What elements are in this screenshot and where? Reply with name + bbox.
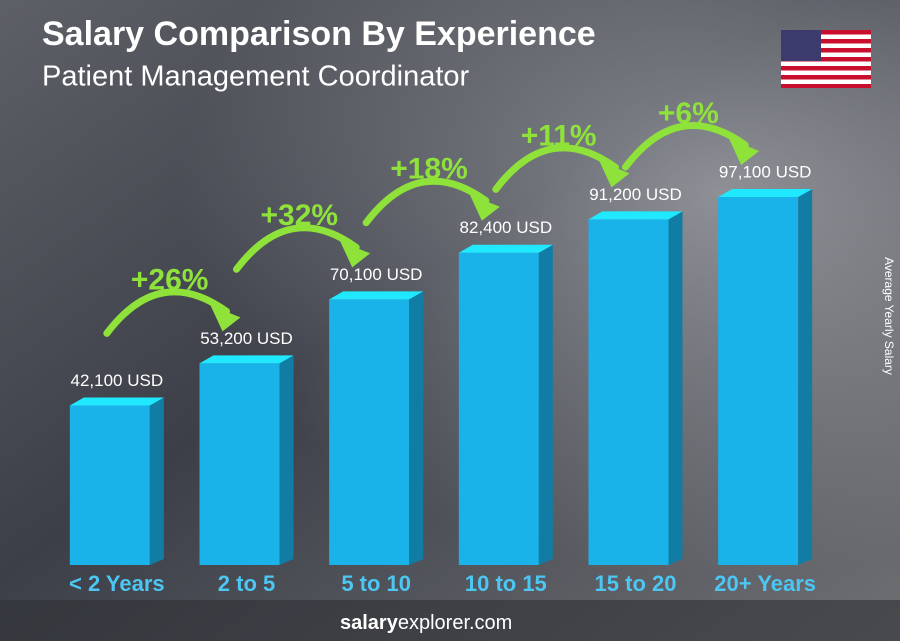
- flag: [781, 30, 871, 88]
- bar-front: [329, 299, 410, 565]
- change-arrow: [622, 122, 749, 171]
- bar-front: [718, 197, 799, 565]
- bar: [718, 189, 813, 565]
- bar-top: [69, 397, 164, 406]
- change-arrowhead: [599, 161, 630, 188]
- change-arrowhead: [469, 194, 500, 221]
- change-arrow: [362, 177, 490, 227]
- value-label: 97,100 USD: [719, 162, 812, 181]
- change-arrow: [492, 144, 619, 193]
- footer-brand: salary: [340, 612, 399, 634]
- x-tick-label: 5 to 10: [341, 571, 411, 596]
- change-label: +6%: [658, 97, 719, 130]
- chart-title: Salary Comparison By Experience: [42, 15, 596, 53]
- bar-side: [798, 189, 813, 565]
- x-tick-label: 2 to 5: [218, 571, 275, 596]
- change-arrow: [103, 288, 230, 337]
- bar: [329, 291, 424, 565]
- x-tick-label: 15 to 20: [595, 571, 677, 596]
- y-axis-label: Average Yearly Salary: [882, 257, 896, 375]
- value-label: 82,400 USD: [460, 218, 553, 237]
- value-label: 70,100 USD: [330, 265, 423, 284]
- bar-side: [279, 355, 294, 565]
- bar-front: [199, 363, 280, 565]
- bar-side: [149, 397, 164, 565]
- bar-top: [588, 211, 683, 220]
- x-tick-label: < 2 Years: [69, 571, 165, 596]
- footer: salaryexplorer.com: [340, 612, 512, 634]
- bar-top: [718, 189, 813, 197]
- bar-top: [458, 244, 553, 253]
- x-tick-label: 10 to 15: [465, 571, 547, 596]
- bar: [588, 211, 683, 565]
- bar: [458, 244, 553, 565]
- change-arrow: [233, 224, 360, 273]
- change-label: +26%: [131, 263, 209, 296]
- change-label: +32%: [261, 199, 339, 232]
- bar-side: [668, 211, 683, 565]
- change-arrowhead: [729, 139, 760, 165]
- x-tick-label: 20+ Years: [714, 571, 816, 596]
- bar-front: [69, 405, 150, 565]
- bar: [69, 397, 164, 565]
- change-label: +18%: [390, 153, 468, 186]
- bar-front: [588, 219, 669, 565]
- footer-domain: explorer.com: [398, 612, 513, 634]
- footer-band: [0, 600, 900, 641]
- chart-subtitle: Patient Management Coordinator: [42, 61, 470, 93]
- value-label: 42,100 USD: [71, 371, 164, 390]
- bar-top: [329, 291, 424, 300]
- bar-side: [409, 291, 424, 565]
- change-arrowhead: [340, 241, 371, 268]
- bar-top: [199, 355, 294, 364]
- change-label: +11%: [521, 119, 597, 152]
- bar-side: [538, 244, 553, 565]
- bar: [199, 355, 294, 565]
- value-label: 91,200 USD: [589, 185, 682, 204]
- bar-front: [458, 252, 539, 565]
- value-label: 53,200 USD: [200, 329, 293, 348]
- change-arrowhead: [210, 305, 241, 332]
